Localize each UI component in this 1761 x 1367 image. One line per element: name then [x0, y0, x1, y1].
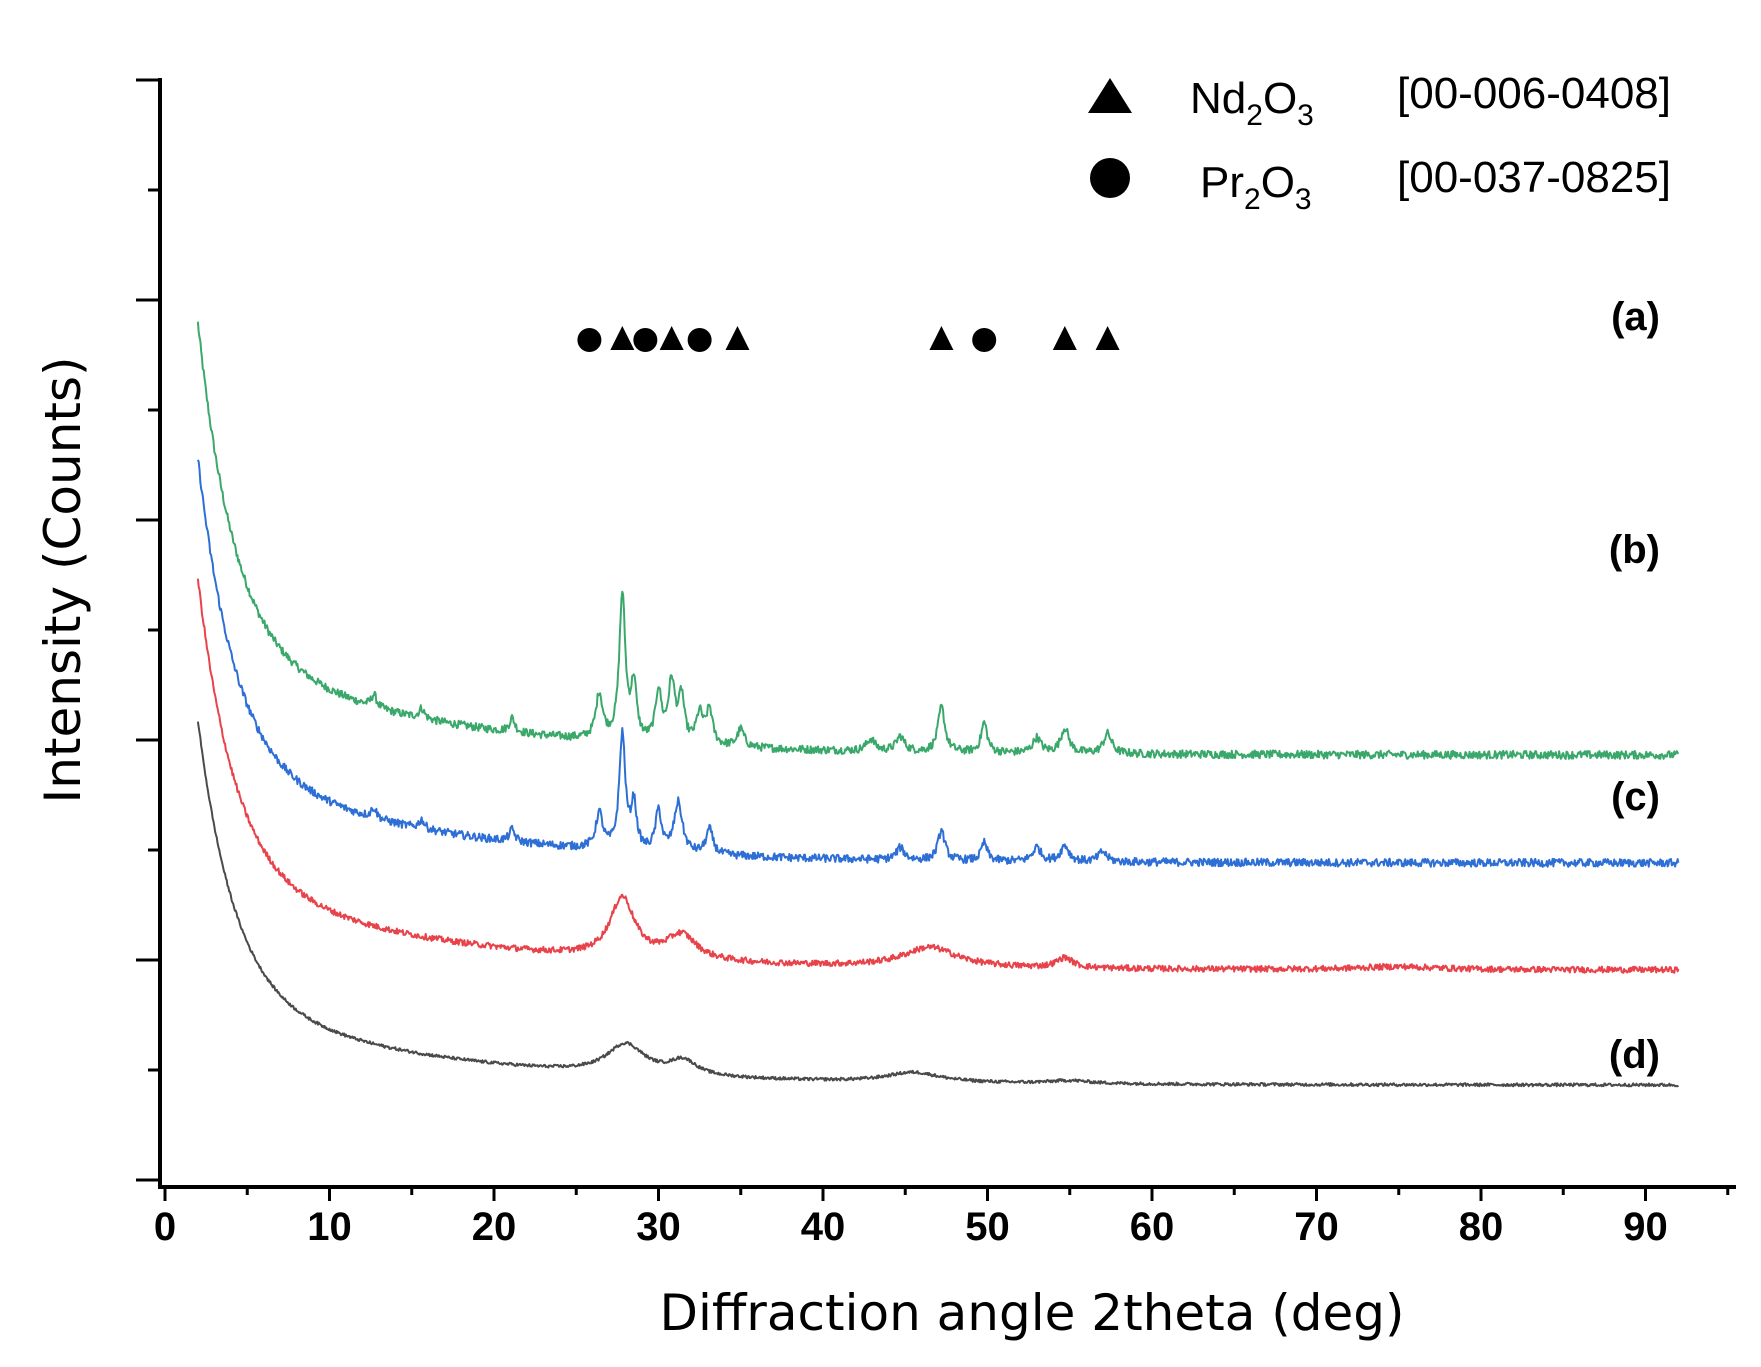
traces	[196, 321, 1680, 1088]
nd2o3-marker-icon	[610, 326, 635, 350]
y-axis-title: Intensity (Counts)	[34, 356, 92, 803]
pr2o3-marker-icon	[972, 328, 997, 352]
x-tick-label: 0	[154, 1205, 176, 1249]
legend-nd-mid: O	[1263, 74, 1297, 123]
legend-nd-label: Nd2O3	[1190, 74, 1314, 132]
x-axis-title: Diffraction angle 2theta (deg)	[659, 1284, 1404, 1342]
x-tick-label: 50	[965, 1205, 1010, 1249]
legend-circle-icon	[1090, 158, 1130, 198]
series-labels: (a) (b) (c) (d)	[1609, 295, 1660, 1077]
nd2o3-marker-icon	[725, 326, 750, 350]
legend-pr-label: Pr2O3	[1200, 158, 1312, 216]
legend-pr-code: [00-037-0825]	[1397, 153, 1671, 202]
pr2o3-marker-icon	[687, 328, 712, 352]
series-label-b: (b)	[1609, 528, 1660, 572]
x-tick-label: 60	[1130, 1205, 1175, 1249]
nd2o3-marker-icon	[659, 326, 684, 350]
x-tick-label: 80	[1459, 1205, 1504, 1249]
legend-nd-code: [00-006-0408]	[1397, 69, 1671, 118]
x-tick-label: 20	[472, 1205, 517, 1249]
nd2o3-marker-icon	[929, 326, 954, 350]
y-ticks	[136, 78, 160, 1182]
pr2o3-marker-icon	[577, 328, 602, 352]
series-label-d: (d)	[1609, 1033, 1660, 1077]
legend-pr-mid: O	[1261, 158, 1295, 207]
series-line-a	[196, 321, 1680, 760]
pr2o3-marker-icon	[633, 328, 658, 352]
x-tick-label: 40	[801, 1205, 846, 1249]
series-label-c: (c)	[1611, 775, 1660, 819]
x-tick-label: 30	[636, 1205, 681, 1249]
legend-pr-sub1: 2	[1244, 183, 1261, 216]
nd2o3-marker-icon	[1095, 326, 1120, 350]
legend-pr-sub2: 3	[1295, 183, 1312, 216]
x-tick-labels: 0 10 20 30 40 50 60 70 80 90	[154, 1205, 1668, 1249]
nd2o3-marker-icon	[1052, 326, 1077, 350]
legend-triangle-icon	[1088, 78, 1132, 113]
legend: Nd2O3 [00-006-0408] Pr2O3 [00-037-0825]	[1088, 69, 1671, 216]
x-tick-label: 70	[1294, 1205, 1339, 1249]
series-line-d	[196, 721, 1680, 1088]
phase-markers	[577, 326, 1120, 352]
legend-nd-sub1: 2	[1246, 99, 1263, 132]
legend-pr-base: Pr	[1200, 158, 1244, 207]
x-ticks	[163, 1187, 1730, 1201]
series-line-b	[196, 459, 1680, 868]
series-line-c	[196, 578, 1680, 974]
legend-nd-sub2: 3	[1297, 99, 1314, 132]
axes	[158, 78, 1736, 1189]
series-label-a: (a)	[1611, 295, 1660, 339]
legend-nd-base: Nd	[1190, 74, 1246, 123]
x-tick-label: 90	[1623, 1205, 1668, 1249]
x-tick-label: 10	[307, 1205, 352, 1249]
